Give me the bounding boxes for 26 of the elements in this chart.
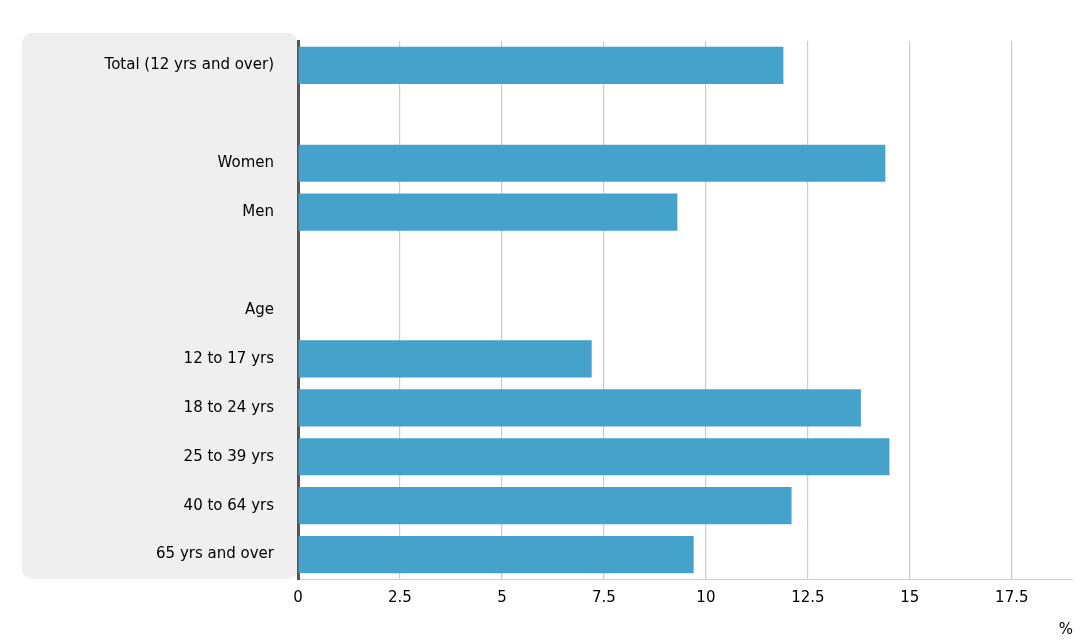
bar — [298, 144, 886, 182]
y-tick-label: 18 to 24 yrs — [183, 397, 275, 416]
x-tick-label: 2.5 — [388, 587, 412, 606]
y-tick-label: 40 to 64 yrs — [183, 495, 275, 514]
x-tick-label: 5 — [497, 587, 507, 606]
bar — [298, 438, 890, 476]
bar — [298, 46, 784, 85]
x-tick-label: 0 — [293, 587, 303, 606]
x-tick-label: 17.5 — [995, 587, 1029, 606]
y-tick-label: Age — [244, 299, 274, 318]
y-tick-label: Total (12 yrs and over) — [103, 55, 274, 74]
y-tick-label: 12 to 17 yrs — [183, 348, 275, 367]
bar — [298, 535, 694, 574]
y-tick-label: 65 yrs and over — [156, 544, 275, 563]
bar — [298, 193, 678, 231]
bar — [298, 487, 792, 525]
bar — [298, 389, 861, 427]
x-tick-label: 10 — [696, 587, 716, 606]
bar — [298, 340, 592, 378]
y-tick-label: Women — [217, 153, 274, 172]
x-axis-title: % — [1058, 619, 1073, 638]
x-tick-label: 7.5 — [591, 587, 616, 606]
x-tick-label: 12.5 — [791, 587, 825, 606]
y-tick-label: 25 to 39 yrs — [183, 446, 275, 465]
y-tick-label: Men — [242, 202, 274, 221]
x-tick-label: 15 — [900, 587, 920, 606]
